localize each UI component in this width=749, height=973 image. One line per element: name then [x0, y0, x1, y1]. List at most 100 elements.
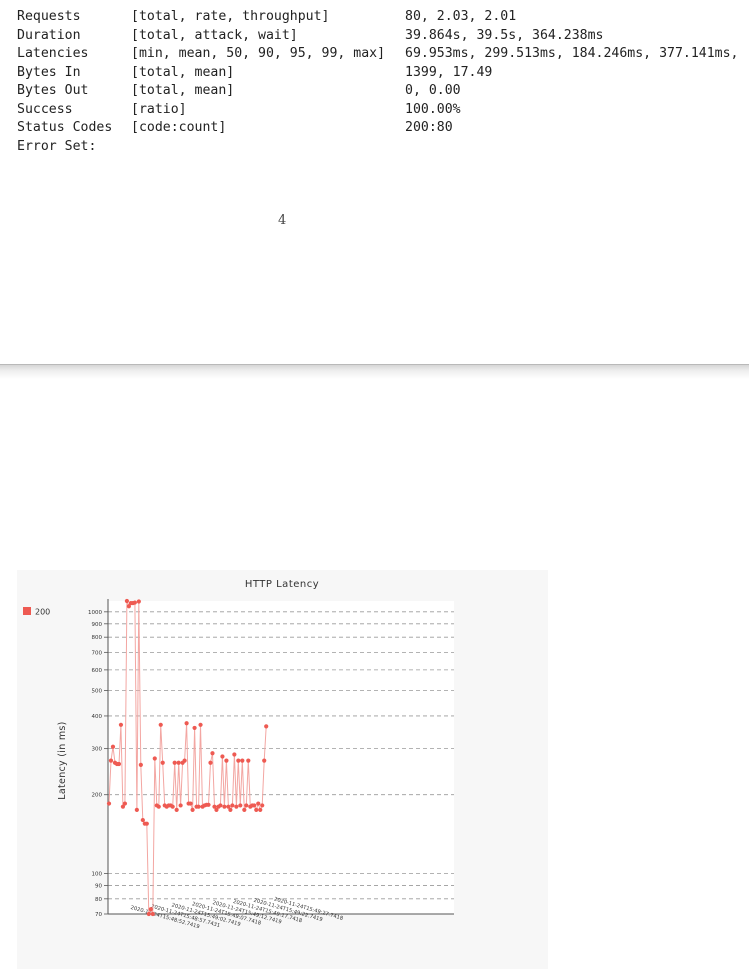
metric-fields: [code:count] — [131, 120, 227, 135]
data-point — [188, 801, 193, 806]
data-point — [218, 803, 223, 808]
data-point — [120, 804, 126, 809]
report-page: Requests [total, rate, throughput] 80, 2.0… — [0, 0, 749, 364]
data-point — [174, 807, 179, 812]
legend-swatch — [23, 607, 31, 615]
y-tick-label: 1000 — [88, 610, 102, 616]
y-tick-label: 80 — [95, 897, 102, 903]
data-point — [234, 804, 239, 809]
page-separator — [0, 364, 749, 379]
series-line — [108, 600, 267, 915]
data-point — [244, 803, 249, 808]
data-point — [196, 804, 201, 809]
y-tick-label: 90 — [95, 883, 102, 889]
y-tick-label: 900 — [92, 622, 103, 628]
data-point — [110, 744, 116, 749]
data-point — [224, 758, 229, 763]
metric-fields: [total, attack, wait] — [131, 27, 298, 43]
y-tick-label: 800 — [92, 635, 103, 641]
data-point — [152, 756, 157, 761]
data-point — [158, 722, 163, 727]
data-point — [144, 821, 149, 826]
data-point — [208, 760, 213, 765]
data-point — [170, 804, 175, 809]
data-point — [222, 804, 227, 809]
data-point — [140, 817, 145, 823]
data-point — [160, 760, 165, 765]
data-point — [256, 801, 261, 806]
latency-chart-panel: HTTP Latency 200 Latency (in ms) 70 80 90 100 2… — [17, 570, 548, 969]
data-point — [122, 801, 128, 806]
chart-title: HTTP Latency — [245, 579, 319, 590]
data-point — [260, 803, 265, 808]
data-point — [264, 724, 269, 729]
data-point — [210, 751, 215, 756]
data-point — [182, 758, 187, 763]
y-tick-label: 500 — [92, 689, 103, 695]
metric-value: 80, 2.03, 2.01 — [405, 9, 517, 24]
data-point — [246, 758, 251, 763]
latency-chart: HTTP Latency 200 Latency (in ms) 70 80 90 100 2… — [23, 579, 454, 930]
data-point — [236, 758, 241, 763]
data-point — [132, 600, 137, 605]
data-point — [206, 802, 211, 807]
metric-fields: [min, mean, 50, 90, 95, 99, max] — [131, 46, 386, 61]
metric-fields: [total, rate, throughput] — [131, 9, 330, 24]
data-point — [214, 807, 219, 812]
data-point — [150, 911, 155, 917]
data-point — [258, 807, 263, 812]
metric-fields: [total, mean] — [131, 83, 235, 98]
data-point — [198, 722, 203, 727]
data-point — [106, 801, 112, 806]
metric-name: Error Set: — [17, 138, 97, 154]
data-point — [124, 598, 130, 604]
metric-value: 200:80 — [405, 120, 453, 135]
data-point — [252, 803, 257, 808]
plot-area — [108, 601, 454, 914]
page-number: 4 — [278, 213, 287, 228]
data-point — [136, 599, 141, 604]
y-tick-label: 70 — [95, 912, 102, 918]
data-point — [254, 807, 259, 812]
data-point — [242, 807, 247, 812]
metric-value: 1399, 17.49 — [405, 64, 493, 80]
legend-label: 200 — [35, 608, 50, 617]
metric-name: Duration — [17, 27, 81, 43]
data-point — [240, 758, 245, 763]
data-point — [232, 752, 237, 757]
metric-fields: [ratio] — [131, 101, 187, 117]
data-point — [228, 807, 233, 812]
y-tick-label: 600 — [92, 668, 103, 674]
data-point — [138, 762, 143, 767]
data-point — [126, 604, 131, 609]
y-tick-label: 400 — [92, 714, 103, 720]
metric-value: 100.00% — [405, 101, 461, 117]
data-point — [116, 761, 122, 767]
metric-fields: [total, mean] — [131, 64, 235, 80]
y-tick-label: 300 — [92, 747, 103, 753]
data-point — [230, 803, 235, 808]
data-point — [118, 722, 124, 727]
y-tick-label: 100 — [92, 871, 103, 877]
metric-value: 0, 0.00 — [405, 83, 461, 98]
data-point — [190, 807, 195, 812]
data-point — [212, 804, 217, 809]
data-point — [184, 721, 189, 726]
y-axis-label: Latency (in ms) — [57, 721, 68, 799]
data-point — [176, 760, 181, 765]
metric-name: Bytes In — [17, 64, 81, 80]
metric-value: 39.864s, 39.5s, 364.238ms — [405, 27, 604, 43]
y-tick-label: 700 — [92, 650, 103, 656]
data-point — [220, 754, 225, 759]
data-point — [134, 807, 139, 812]
metric-value: 69.953ms, 299.513ms, 184.246ms, 377.141m… — [405, 46, 739, 61]
data-point — [262, 758, 267, 763]
metric-name: Requests — [17, 9, 81, 24]
data-point — [108, 758, 114, 763]
metric-name: Latencies — [17, 46, 89, 61]
data-point — [178, 803, 183, 808]
metric-name: Status Codes — [17, 120, 113, 135]
data-point — [146, 911, 151, 917]
data-point — [156, 804, 161, 809]
y-tick-label: 200 — [92, 793, 103, 799]
